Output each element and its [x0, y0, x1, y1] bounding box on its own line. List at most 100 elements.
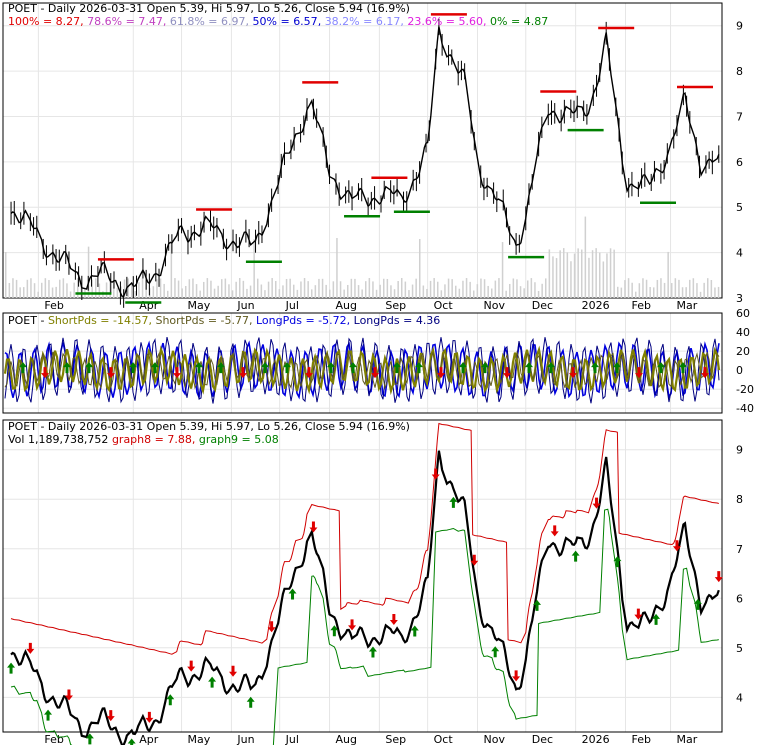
buy-arrow — [449, 496, 458, 508]
volume-bar — [689, 279, 691, 298]
volume-bar — [311, 289, 313, 298]
volume-bar — [138, 282, 140, 298]
volume-bar — [548, 249, 551, 298]
volume-bar — [62, 278, 65, 298]
sell-arrow — [592, 497, 601, 509]
fib-100: 100% = 8.27, — [8, 15, 87, 28]
volume-bar — [66, 283, 68, 298]
volume-bar — [174, 278, 176, 298]
volume-bar — [422, 285, 425, 298]
volume-bar — [494, 280, 497, 298]
volume-bar — [159, 278, 162, 298]
volume-bar — [156, 279, 158, 298]
volume-bar — [473, 290, 475, 298]
sell-arrow — [389, 614, 398, 626]
volume-bar — [37, 291, 39, 298]
volume-bar — [293, 284, 295, 298]
volume-bar — [714, 287, 716, 298]
x-tick-label: Jun — [236, 733, 254, 745]
y-tick-label: 9 — [736, 444, 743, 457]
y-tick-label: -20 — [736, 383, 754, 396]
volume-bar — [239, 278, 241, 298]
volume-bar — [379, 284, 381, 298]
y-tick-label: 3 — [736, 292, 743, 305]
volume-bar — [606, 253, 608, 298]
volume-bar — [206, 278, 209, 298]
x-tick-label: Apr — [139, 299, 159, 312]
volume-bar — [426, 288, 428, 298]
volume-bar — [321, 278, 324, 298]
buy-arrow — [525, 362, 533, 374]
buy-arrow — [415, 362, 423, 374]
volume-bar — [696, 283, 698, 298]
x-tick-label: Feb — [44, 299, 63, 312]
y-tick-label: 5 — [736, 201, 743, 214]
volume-bar — [264, 290, 266, 298]
buy-arrow — [693, 598, 702, 610]
volume-bar — [59, 279, 61, 298]
volume-bar — [555, 258, 558, 298]
y-tick-label: 8 — [736, 493, 743, 506]
panel-frame — [2, 312, 723, 414]
volume-bar — [537, 290, 540, 298]
buy-arrow — [349, 362, 357, 374]
y-tick-label: 7 — [736, 110, 743, 123]
volume-bar — [188, 279, 191, 298]
sell-arrow — [239, 367, 247, 379]
sell-arrow — [569, 367, 577, 379]
sell-arrow — [431, 468, 440, 480]
volume-bar — [246, 288, 248, 298]
price-line-lower — [10, 450, 720, 745]
volume-bar — [692, 278, 695, 298]
volume-bar — [224, 278, 227, 298]
volume-bar — [483, 279, 486, 298]
fib-legend: 100% = 8.27, 78.6% = 7.47, 61.8% = 6.97,… — [8, 15, 548, 28]
volume-bar — [289, 278, 291, 298]
volume-bar — [365, 281, 367, 298]
volume-bar — [123, 279, 126, 298]
panel-frame — [2, 419, 723, 733]
buy-arrow — [571, 550, 580, 562]
buy-arrow — [166, 694, 175, 706]
volume-bar — [433, 278, 435, 298]
volume-bar — [77, 278, 79, 298]
volume-bar — [19, 287, 21, 298]
sell-arrow — [26, 642, 35, 654]
volume-bar — [638, 283, 641, 298]
buy-arrow — [151, 362, 159, 374]
buy-arrow — [19, 362, 27, 374]
y-tick-label: 60 — [736, 307, 750, 320]
volume-bar — [631, 282, 633, 298]
volume-bar — [390, 285, 392, 298]
volume-bar — [271, 278, 273, 298]
x-tick-label: Dec — [532, 733, 553, 745]
y-tick-label: 8 — [736, 65, 743, 78]
panel3-title: POET - Daily 2026-03-31 Open 5.39, Hi 5.… — [8, 420, 410, 433]
x-tick-label: Sep — [385, 733, 406, 745]
volume-bar — [573, 253, 576, 298]
volume-bar — [408, 290, 410, 298]
x-tick-label: May — [188, 733, 211, 745]
volume-bar — [51, 287, 54, 298]
volume-bar — [530, 278, 533, 298]
volume-bar — [447, 278, 450, 298]
buy-arrow — [288, 588, 297, 600]
volume-bar — [393, 289, 396, 298]
volume-bar — [491, 288, 493, 298]
y-tick-label: 5 — [736, 642, 743, 655]
volume-bar — [41, 282, 43, 298]
volume-bar — [195, 284, 198, 298]
volume-bar — [717, 286, 720, 298]
volume-bar — [116, 287, 119, 298]
buy-arrow — [327, 362, 335, 374]
volume-bar — [336, 238, 338, 298]
volume-bar — [23, 287, 25, 298]
volume-bar — [419, 239, 421, 298]
buy-arrow — [7, 662, 16, 674]
y-tick-label: 0 — [736, 364, 743, 377]
volume-bar — [581, 249, 583, 298]
volume-bar — [231, 290, 234, 298]
sell-arrow — [371, 367, 379, 379]
price-panel: 9 8 7 6 5 4 3 Feb Apr May Jun Jul Aug Sep Oct Nov Dec 202… — [2, 2, 743, 312]
volume-bar — [667, 251, 669, 298]
